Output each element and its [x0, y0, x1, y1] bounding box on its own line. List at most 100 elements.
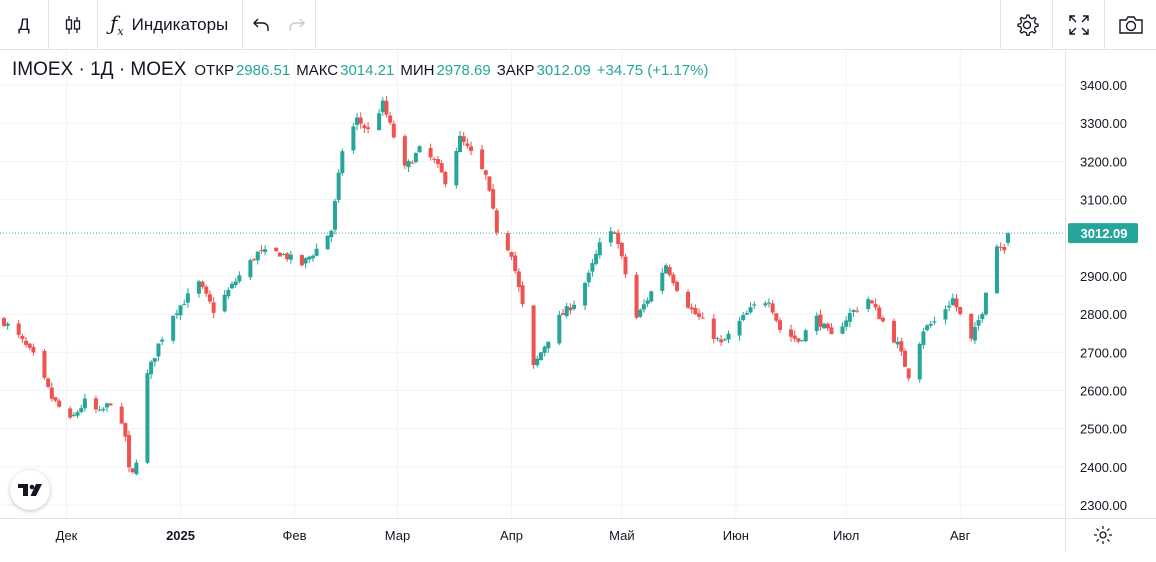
candle-body	[612, 232, 617, 234]
time-scale-settings-button[interactable]	[1090, 522, 1116, 548]
y-tick-label: 3400.00	[1080, 78, 1127, 93]
x-tick-label: Фев	[283, 528, 307, 543]
candle-body	[844, 320, 849, 327]
toolbar-divider	[1000, 0, 1001, 50]
candle-body	[377, 113, 382, 131]
candle-body	[616, 232, 621, 245]
x-tick-label: Мар	[385, 528, 410, 543]
toolbar-divider	[1104, 0, 1105, 50]
candle-body	[340, 151, 345, 174]
candle-body	[891, 320, 896, 343]
candle-body	[792, 335, 797, 339]
candle-body	[402, 136, 407, 166]
high-value: 3014.21	[340, 62, 395, 79]
candle-body	[505, 233, 510, 251]
candle-body	[483, 170, 488, 175]
candle-body	[847, 312, 852, 322]
candle-body	[119, 406, 124, 424]
candle-body	[303, 258, 308, 264]
x-tick-label: Дек	[56, 528, 78, 543]
x-tick-label: Авг	[950, 528, 971, 543]
candle-body	[638, 309, 643, 317]
candle-body	[980, 314, 985, 320]
candle-body	[546, 341, 551, 349]
candle-body	[866, 299, 871, 309]
candle-body	[572, 304, 577, 310]
tradingview-logo[interactable]	[10, 470, 50, 510]
time-scale[interactable]: Дек 2025 Фев Мар Апр Май Июн Июл Авг	[0, 518, 1156, 552]
candle-body	[535, 358, 540, 366]
fullscreen-button[interactable]	[1053, 0, 1104, 50]
candle-body	[509, 252, 514, 257]
candle-body	[744, 312, 749, 315]
interval-button[interactable]: Д	[18, 14, 30, 34]
candle-body	[873, 303, 878, 308]
candle-body	[42, 350, 47, 378]
chart-legend: IMOEX · 1Д · MOEX ОТКР 2986.51 МАКС 3014…	[12, 59, 714, 81]
candle-body	[178, 305, 183, 316]
candle-body	[800, 340, 805, 342]
candle-body	[336, 172, 341, 200]
candle-body	[947, 305, 952, 308]
snapshot-button[interactable]	[1105, 0, 1156, 50]
low-label: МИН	[400, 62, 435, 79]
y-tick-label: 3200.00	[1080, 154, 1127, 169]
settings-button[interactable]	[1001, 0, 1052, 50]
candle-body	[752, 304, 757, 306]
candle-body	[226, 289, 231, 297]
candle-body	[200, 281, 205, 288]
candle-body	[623, 256, 628, 275]
candle-body	[79, 408, 84, 413]
undo-button[interactable]	[243, 0, 279, 50]
candle-body	[520, 285, 525, 305]
open-label: ОТКР	[194, 62, 234, 79]
candle-body	[156, 343, 161, 357]
candle-body	[869, 300, 874, 304]
candle-body	[31, 347, 36, 353]
chart-type-button[interactable]	[49, 0, 97, 50]
candles-icon	[65, 15, 81, 34]
candle-body	[641, 304, 646, 310]
candle-body	[413, 153, 418, 163]
undo-icon	[253, 18, 269, 31]
candle-body	[766, 302, 771, 304]
toolbar-divider	[48, 0, 49, 50]
candle-body	[307, 256, 312, 260]
candle-body	[774, 313, 779, 321]
candle-body	[851, 310, 856, 313]
x-tick-label: Апр	[500, 528, 523, 543]
candle-body	[149, 361, 154, 375]
candle-body	[586, 272, 591, 283]
y-tick-label: 2800.00	[1080, 307, 1127, 322]
x-tick-label: Май	[609, 528, 634, 543]
candle-body	[542, 346, 547, 353]
candle-body	[921, 331, 926, 345]
candle-body	[259, 250, 264, 252]
candle-body	[362, 125, 367, 129]
candle-body	[443, 171, 448, 185]
candle-body	[237, 275, 242, 282]
top-toolbar: Д ƒx Индикаторы	[0, 0, 1156, 50]
candle-body	[20, 335, 25, 340]
candle-body	[741, 315, 746, 321]
indicators-button[interactable]: ƒx Индикаторы	[98, 0, 242, 50]
candle-body	[925, 325, 930, 331]
symbol-title[interactable]: IMOEX · 1Д · MOEX	[12, 59, 187, 80]
candle-body	[428, 147, 433, 158]
candle-body	[954, 298, 959, 308]
candle-body	[46, 378, 51, 387]
redo-button[interactable]	[279, 0, 315, 50]
candle-body	[211, 302, 216, 313]
price-chart[interactable]: 3400.003300.003200.003100.003000.002900.…	[0, 51, 1156, 518]
candle-body	[689, 307, 694, 310]
high-label: МАКС	[296, 62, 339, 79]
candle-body	[917, 344, 922, 380]
redo-icon	[289, 18, 306, 31]
candle-body	[619, 242, 624, 257]
x-tick-label: Июн	[723, 528, 749, 543]
y-tick-label: 2700.00	[1080, 345, 1127, 360]
y-tick-label: 2300.00	[1080, 498, 1127, 513]
candle-body	[818, 314, 823, 327]
candle-body	[660, 272, 665, 291]
candle-body	[329, 230, 334, 238]
